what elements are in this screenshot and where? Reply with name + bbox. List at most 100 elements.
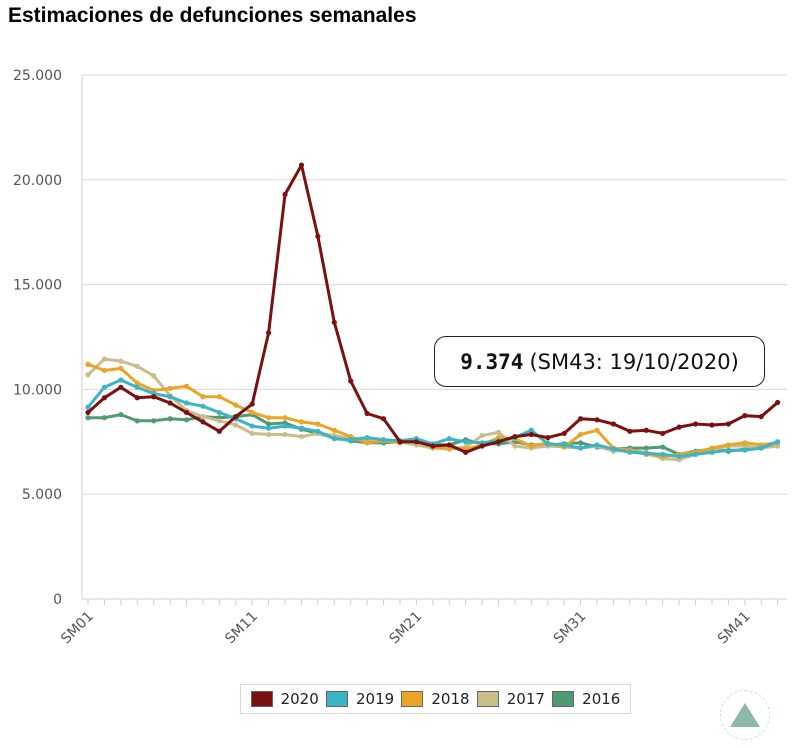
line-chart: 0 5.000 10.000 15.000 20.000 25.000 SM01 SM11 SM… (13, 68, 787, 648)
data-point-2020 (101, 395, 108, 401)
data-point-2017 (101, 356, 108, 362)
data-point-2016 (134, 418, 140, 424)
y-tick-label: 25.000 (13, 68, 62, 84)
data-point-2019 (594, 442, 600, 448)
tooltip-detail: (SM43: 19/10/2020) (529, 349, 739, 374)
legend-item-2020[interactable]: 2020 (250, 690, 319, 708)
data-point-2016 (85, 415, 91, 421)
data-point-2019 (134, 384, 140, 390)
chart-legend: 2020 2019 2018 2017 2016 (240, 684, 631, 714)
legend-item-2019[interactable]: 2019 (325, 690, 395, 708)
data-point-2019 (627, 449, 633, 455)
data-point-2017 (85, 372, 91, 378)
data-point-2020 (134, 395, 140, 401)
y-tick-label: 20.000 (13, 173, 62, 189)
data-point-2018 (594, 427, 600, 433)
data-point-2018 (364, 440, 370, 446)
data-point-2016 (266, 421, 272, 427)
data-point-2016 (643, 445, 649, 451)
data-point-2019 (200, 403, 206, 409)
data-point-2019 (578, 445, 584, 451)
data-point-2019 (463, 439, 469, 445)
data-point-2020 (643, 427, 649, 433)
data-point-2020 (660, 430, 666, 437)
legend-item-2018[interactable]: 2018 (401, 690, 470, 708)
data-point-2020 (545, 435, 551, 441)
data-point-2019 (380, 437, 387, 443)
data-point-2018 (85, 361, 91, 367)
data-point-2019 (709, 449, 715, 455)
data-point-2019 (216, 409, 222, 416)
data-point-2016 (118, 411, 124, 418)
data-point-2018 (167, 385, 173, 391)
data-point-2019 (183, 400, 190, 406)
data-point-2019 (676, 453, 682, 460)
data-point-2019 (101, 384, 108, 390)
x-tick-label: SM21 (386, 609, 425, 648)
data-point-2020 (183, 409, 190, 416)
data-point-2020 (233, 414, 239, 420)
data-point-2019 (561, 442, 567, 448)
data-point-2020 (200, 419, 206, 425)
data-point-2018 (709, 445, 715, 451)
legend-label: 2019 (355, 690, 395, 708)
data-point-2019 (85, 404, 91, 410)
data-point-2016 (167, 416, 173, 422)
data-point-2016 (183, 417, 190, 423)
data-point-2018 (282, 415, 288, 421)
data-point-2017 (249, 430, 255, 437)
x-tick-label: SM31 (551, 609, 590, 648)
data-point-2019 (167, 394, 173, 400)
data-point-2020 (364, 410, 370, 417)
data-point-2018 (528, 443, 534, 449)
data-point-2018 (216, 394, 222, 400)
x-tick-label: SM01 (58, 609, 97, 648)
data-point-2020 (709, 422, 715, 428)
legend-item-2016[interactable]: 2016 (552, 690, 620, 708)
data-point-2020 (758, 414, 764, 420)
data-point-2020 (463, 449, 469, 455)
series-line-2020 (86, 163, 780, 454)
data-point-2018 (101, 367, 108, 374)
data-point-2017 (512, 443, 518, 449)
data-point-2020 (348, 378, 354, 384)
data-point-2016 (151, 418, 157, 424)
data-point-2019 (298, 425, 305, 431)
data-point-2018 (266, 415, 272, 421)
data-point-2017 (134, 363, 140, 369)
triangle-up-icon (730, 703, 760, 727)
data-point-2020 (249, 401, 255, 407)
data-point-2019 (118, 377, 124, 383)
data-point-2020 (167, 400, 173, 406)
legend-swatch-2016 (552, 691, 575, 707)
data-point-2020 (315, 233, 321, 239)
data-point-2020 (216, 428, 222, 434)
data-point-2017 (233, 422, 239, 428)
data-point-2019 (266, 425, 272, 431)
y-tick-label: 15.000 (13, 278, 62, 294)
data-point-2018 (118, 365, 124, 372)
data-point-2020 (676, 424, 682, 430)
data-point-2020 (118, 384, 124, 390)
legend-label: 2017 (506, 690, 545, 708)
legend-item-2017[interactable]: 2017 (476, 690, 545, 708)
data-point-2020 (725, 421, 731, 427)
data-point-2019 (528, 427, 534, 433)
data-point-2018 (249, 409, 255, 416)
data-point-2020 (495, 439, 502, 445)
data-point-2020 (397, 439, 403, 445)
data-point-2018 (200, 394, 206, 400)
data-point-2020 (594, 417, 600, 423)
data-point-2018 (134, 380, 140, 386)
page-title: Estimaciones de defunciones semanales (8, 4, 417, 27)
data-point-2020 (380, 416, 387, 422)
data-point-2018 (578, 431, 584, 438)
data-point-2020 (430, 443, 436, 449)
data-point-2020 (151, 394, 157, 400)
legend-label: 2016 (582, 690, 621, 708)
data-point-2020 (85, 409, 91, 416)
data-point-2017 (298, 433, 305, 440)
scroll-to-top-button[interactable] (720, 690, 770, 740)
data-point-2019 (348, 437, 354, 443)
data-point-2017 (200, 414, 206, 420)
